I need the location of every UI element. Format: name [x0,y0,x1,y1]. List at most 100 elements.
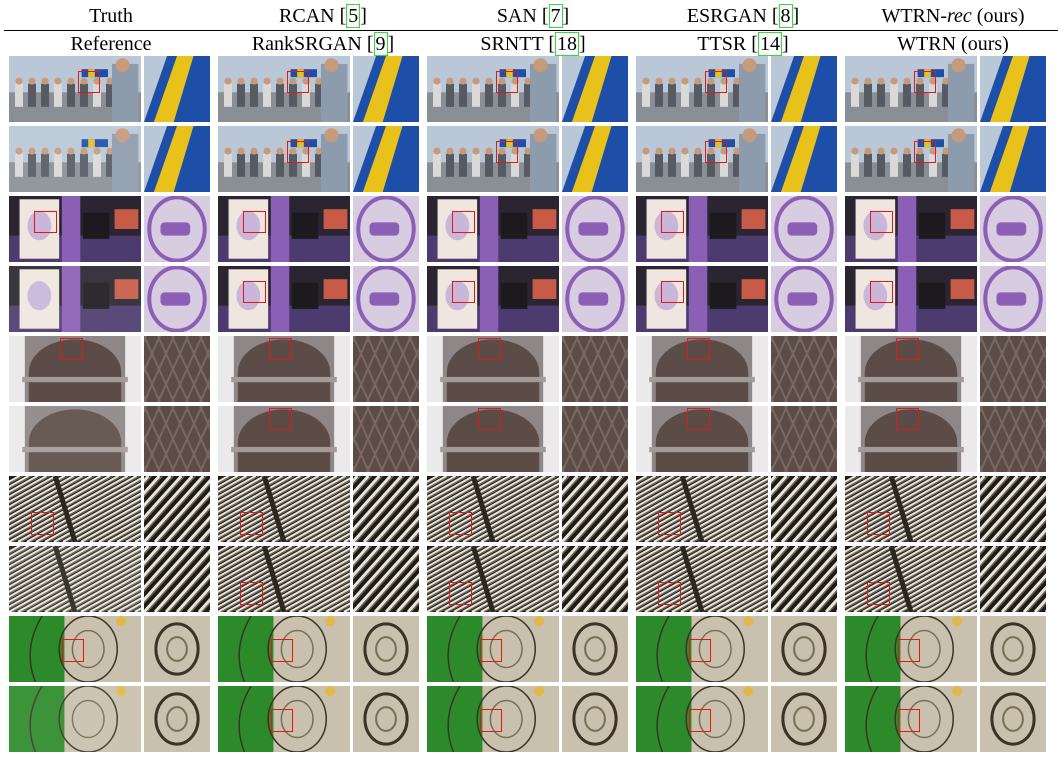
zoomed-crop [144,616,210,682]
zoomed-crop [353,546,419,612]
crop-region-box [867,582,890,605]
zoomed-crop [144,196,210,262]
crop-region-box [479,639,503,662]
citation-link[interactable]: [14] [751,32,789,56]
sr-result-image [636,406,768,472]
method-name: Truth [89,5,133,27]
reference-crop [144,546,210,612]
citation-number[interactable]: 18 [554,32,579,56]
zoomed-crop [353,406,419,472]
citation-link[interactable]: [5] [339,4,367,28]
zoomed-crop [771,126,837,192]
sr-result-image [636,616,768,682]
zoomed-crop [562,126,628,192]
crop-region-box [661,280,684,303]
zoomed-crop [771,56,837,122]
crop-region-box [60,337,83,361]
citation-link[interactable]: [7] [541,4,570,28]
header-row-1: Truth RCAN [5] SAN [7] ESRGAN [8] WTRN-rec (… [4,4,1058,28]
zoomed-crop [771,266,837,332]
zoomed-crop [562,196,628,262]
sr-result-image [636,476,768,542]
zoomed-crop [562,476,628,542]
sr-result-image [636,126,768,192]
zoomed-crop [562,616,628,682]
crop-region-box [478,407,501,431]
crop-region-box [269,337,292,361]
reference-image [9,406,141,472]
zoomed-crop [980,616,1046,682]
sr-result-image [427,56,559,122]
citation-number[interactable]: 5 [346,4,361,28]
method-name: WTRN (ours) [897,33,1009,55]
sr-result-image [845,196,977,262]
sr-result-image [845,546,977,612]
crop-region-box [286,140,310,163]
crop-region-box [31,512,54,535]
reference-crop [144,406,210,472]
crop-region-box [452,280,475,303]
ground-truth-image [9,616,141,682]
crop-region-box [661,210,684,233]
ground-truth-image [9,476,141,542]
zoomed-crop [562,56,628,122]
zoomed-crop [353,336,419,402]
zoomed-crop [562,266,628,332]
zoomed-crop [980,126,1046,192]
crop-region-box [688,709,712,732]
zoomed-crop [980,56,1046,122]
column-label-row2-3: TTSR [14] [638,32,848,56]
citation-link[interactable]: [8] [771,4,800,28]
sr-result-image [427,476,559,542]
sr-result-image [218,406,350,472]
crop-region-box [269,407,292,431]
sr-result-image [427,196,559,262]
citation-link[interactable]: [18] [548,32,586,56]
sr-result-image [845,616,977,682]
sr-result-image [218,546,350,612]
sr-result-image [218,616,350,682]
crop-region-box [77,70,101,93]
ground-truth-image [9,196,141,262]
image-row-lectern-seal-a [9,196,1059,262]
crop-region-box [478,337,501,361]
zoomed-crop [353,56,419,122]
method-name: Reference [70,33,152,55]
crop-region-box [286,70,310,93]
sr-result-image [636,56,768,122]
method-name: SAN [496,5,542,27]
crop-region-box [479,709,503,732]
image-row-arch-facade-b [9,406,1059,472]
sr-result-image [218,686,350,752]
column-label-row2-4: WTRN (ours) [848,32,1058,56]
sr-result-image [218,196,350,262]
crop-region-box [913,70,937,93]
reference-image [9,686,141,752]
crop-region-box [688,639,712,662]
sr-result-image [845,56,977,122]
crop-region-box [243,280,266,303]
zoomed-crop [771,476,837,542]
zoomed-crop [980,546,1046,612]
image-row-striped-roof-b [9,546,1059,612]
citation-number[interactable]: 14 [757,32,782,56]
crop-region-box [897,709,921,732]
sr-result-image [845,686,977,752]
zoomed-crop [353,196,419,262]
crop-region-box [270,709,294,732]
citation-number[interactable]: 8 [778,4,793,28]
reference-image [9,266,141,332]
column-label-row1-4: WTRN-rec (ours) [848,4,1058,28]
citation-number[interactable]: 9 [373,32,388,56]
method-variant: rec [946,5,972,27]
zoomed-crop [980,266,1046,332]
citation-number[interactable]: 7 [548,4,563,28]
method-name: TTSR [697,33,752,55]
image-row-green-stone-b [9,686,1059,752]
crop-region-box [870,280,893,303]
crop-region-box [449,512,472,535]
sr-result-image [636,336,768,402]
column-label-row2-0: Reference [4,32,218,56]
citation-link[interactable]: [9] [366,32,395,56]
column-label-row2-1: RankSRGAN [9] [218,32,428,56]
